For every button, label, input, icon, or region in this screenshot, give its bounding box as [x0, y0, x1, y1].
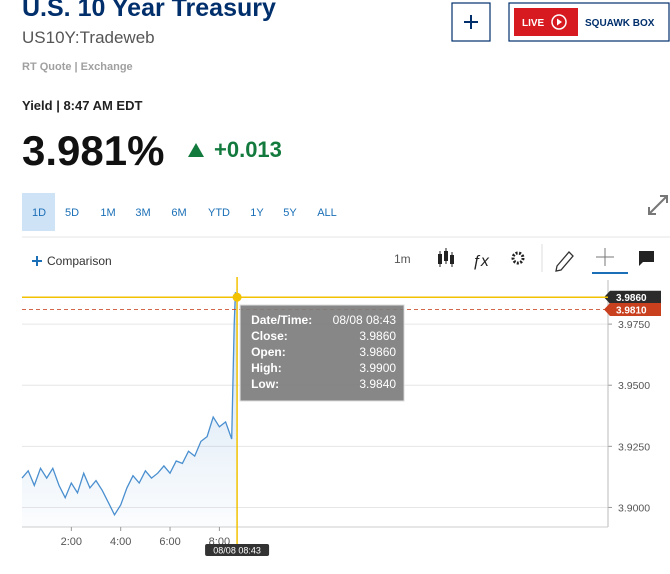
- y-tick-label: 3.9000: [618, 502, 650, 514]
- y-tick-label: 3.9750: [618, 319, 650, 331]
- tooltip-key: Close:: [251, 329, 288, 343]
- range-button[interactable]: 1Y: [250, 207, 264, 219]
- add-button[interactable]: [451, 2, 491, 42]
- tooltip-key: Open:: [251, 345, 286, 359]
- crosshair-x-label-bg: [205, 544, 270, 556]
- live-label: LIVE: [522, 18, 545, 29]
- squawk-label: SQUAWK BOX: [585, 18, 655, 29]
- tooltip-bg: [239, 304, 405, 402]
- range-button[interactable]: ALL: [317, 207, 337, 219]
- range-button[interactable]: 5Y: [283, 207, 297, 219]
- range-button[interactable]: 6M: [171, 207, 186, 219]
- squawk-box-button[interactable]: LIVE SQUAWK BOX: [508, 2, 670, 42]
- x-tick-label: 4:00: [110, 536, 131, 548]
- crosshair-x-label: 08/08 08:43: [213, 546, 261, 556]
- series-area: [22, 292, 238, 527]
- range-button[interactable]: YTD: [208, 207, 230, 219]
- tooltip-value: 3.9900: [359, 361, 396, 375]
- indicators-icon[interactable]: ƒx: [472, 253, 490, 270]
- x-tick-label: 6:00: [159, 536, 180, 548]
- comment-icon[interactable]: [639, 251, 654, 266]
- range-button[interactable]: 3M: [135, 207, 150, 219]
- price-tag-label: 3.9810: [616, 305, 647, 316]
- range-bar: 1D 5D 1M 3M 6M YTD 1Y 5Y ALL: [32, 207, 337, 219]
- series-line: [21, 292, 238, 517]
- crosshair-icon[interactable]: [592, 248, 628, 274]
- range-button[interactable]: 5D: [65, 207, 79, 219]
- x-tick-label: 2:00: [61, 536, 82, 548]
- quote-price: 3.981%: [22, 127, 164, 174]
- price-tag-label: 3.9860: [616, 293, 647, 304]
- tooltip-value: 08/08 08:43: [333, 313, 397, 327]
- tooltip-value: 3.9860: [359, 345, 396, 359]
- price-tag-bg: [604, 302, 661, 316]
- tooltip-value: 3.9860: [359, 329, 396, 343]
- tooltip-key: Low:: [251, 377, 279, 391]
- range-selected: [22, 193, 55, 231]
- comparison-button[interactable]: Comparison: [32, 254, 112, 268]
- range-button[interactable]: 1M: [100, 207, 115, 219]
- source: RT Quote | Exchange: [22, 61, 133, 73]
- tooltip-value: 3.9840: [359, 377, 396, 391]
- draw-icon[interactable]: [555, 251, 574, 272]
- y-tick-label: 3.9250: [618, 441, 650, 453]
- candles-icon[interactable]: [438, 248, 454, 267]
- range-button[interactable]: 1D: [32, 207, 46, 219]
- expand-icon[interactable]: [648, 195, 668, 215]
- crosshair-dot: [232, 292, 242, 302]
- tooltip-key: Date/Time:: [251, 313, 312, 327]
- symbol: US10Y:Tradeweb: [22, 28, 155, 47]
- title: U.S. 10 Year Treasury: [22, 0, 276, 22]
- settings-icon[interactable]: [511, 251, 525, 265]
- up-arrow: [188, 143, 204, 157]
- comparison-label: Comparison: [47, 254, 112, 268]
- quote-time: Yield | 8:47 AM EDT: [22, 98, 142, 113]
- price-tag-bg: [604, 290, 661, 304]
- quote-change: +0.013: [214, 137, 282, 162]
- interval[interactable]: 1m: [394, 252, 411, 266]
- y-tick-label: 3.9500: [618, 380, 650, 392]
- tooltip-key: High:: [251, 361, 282, 375]
